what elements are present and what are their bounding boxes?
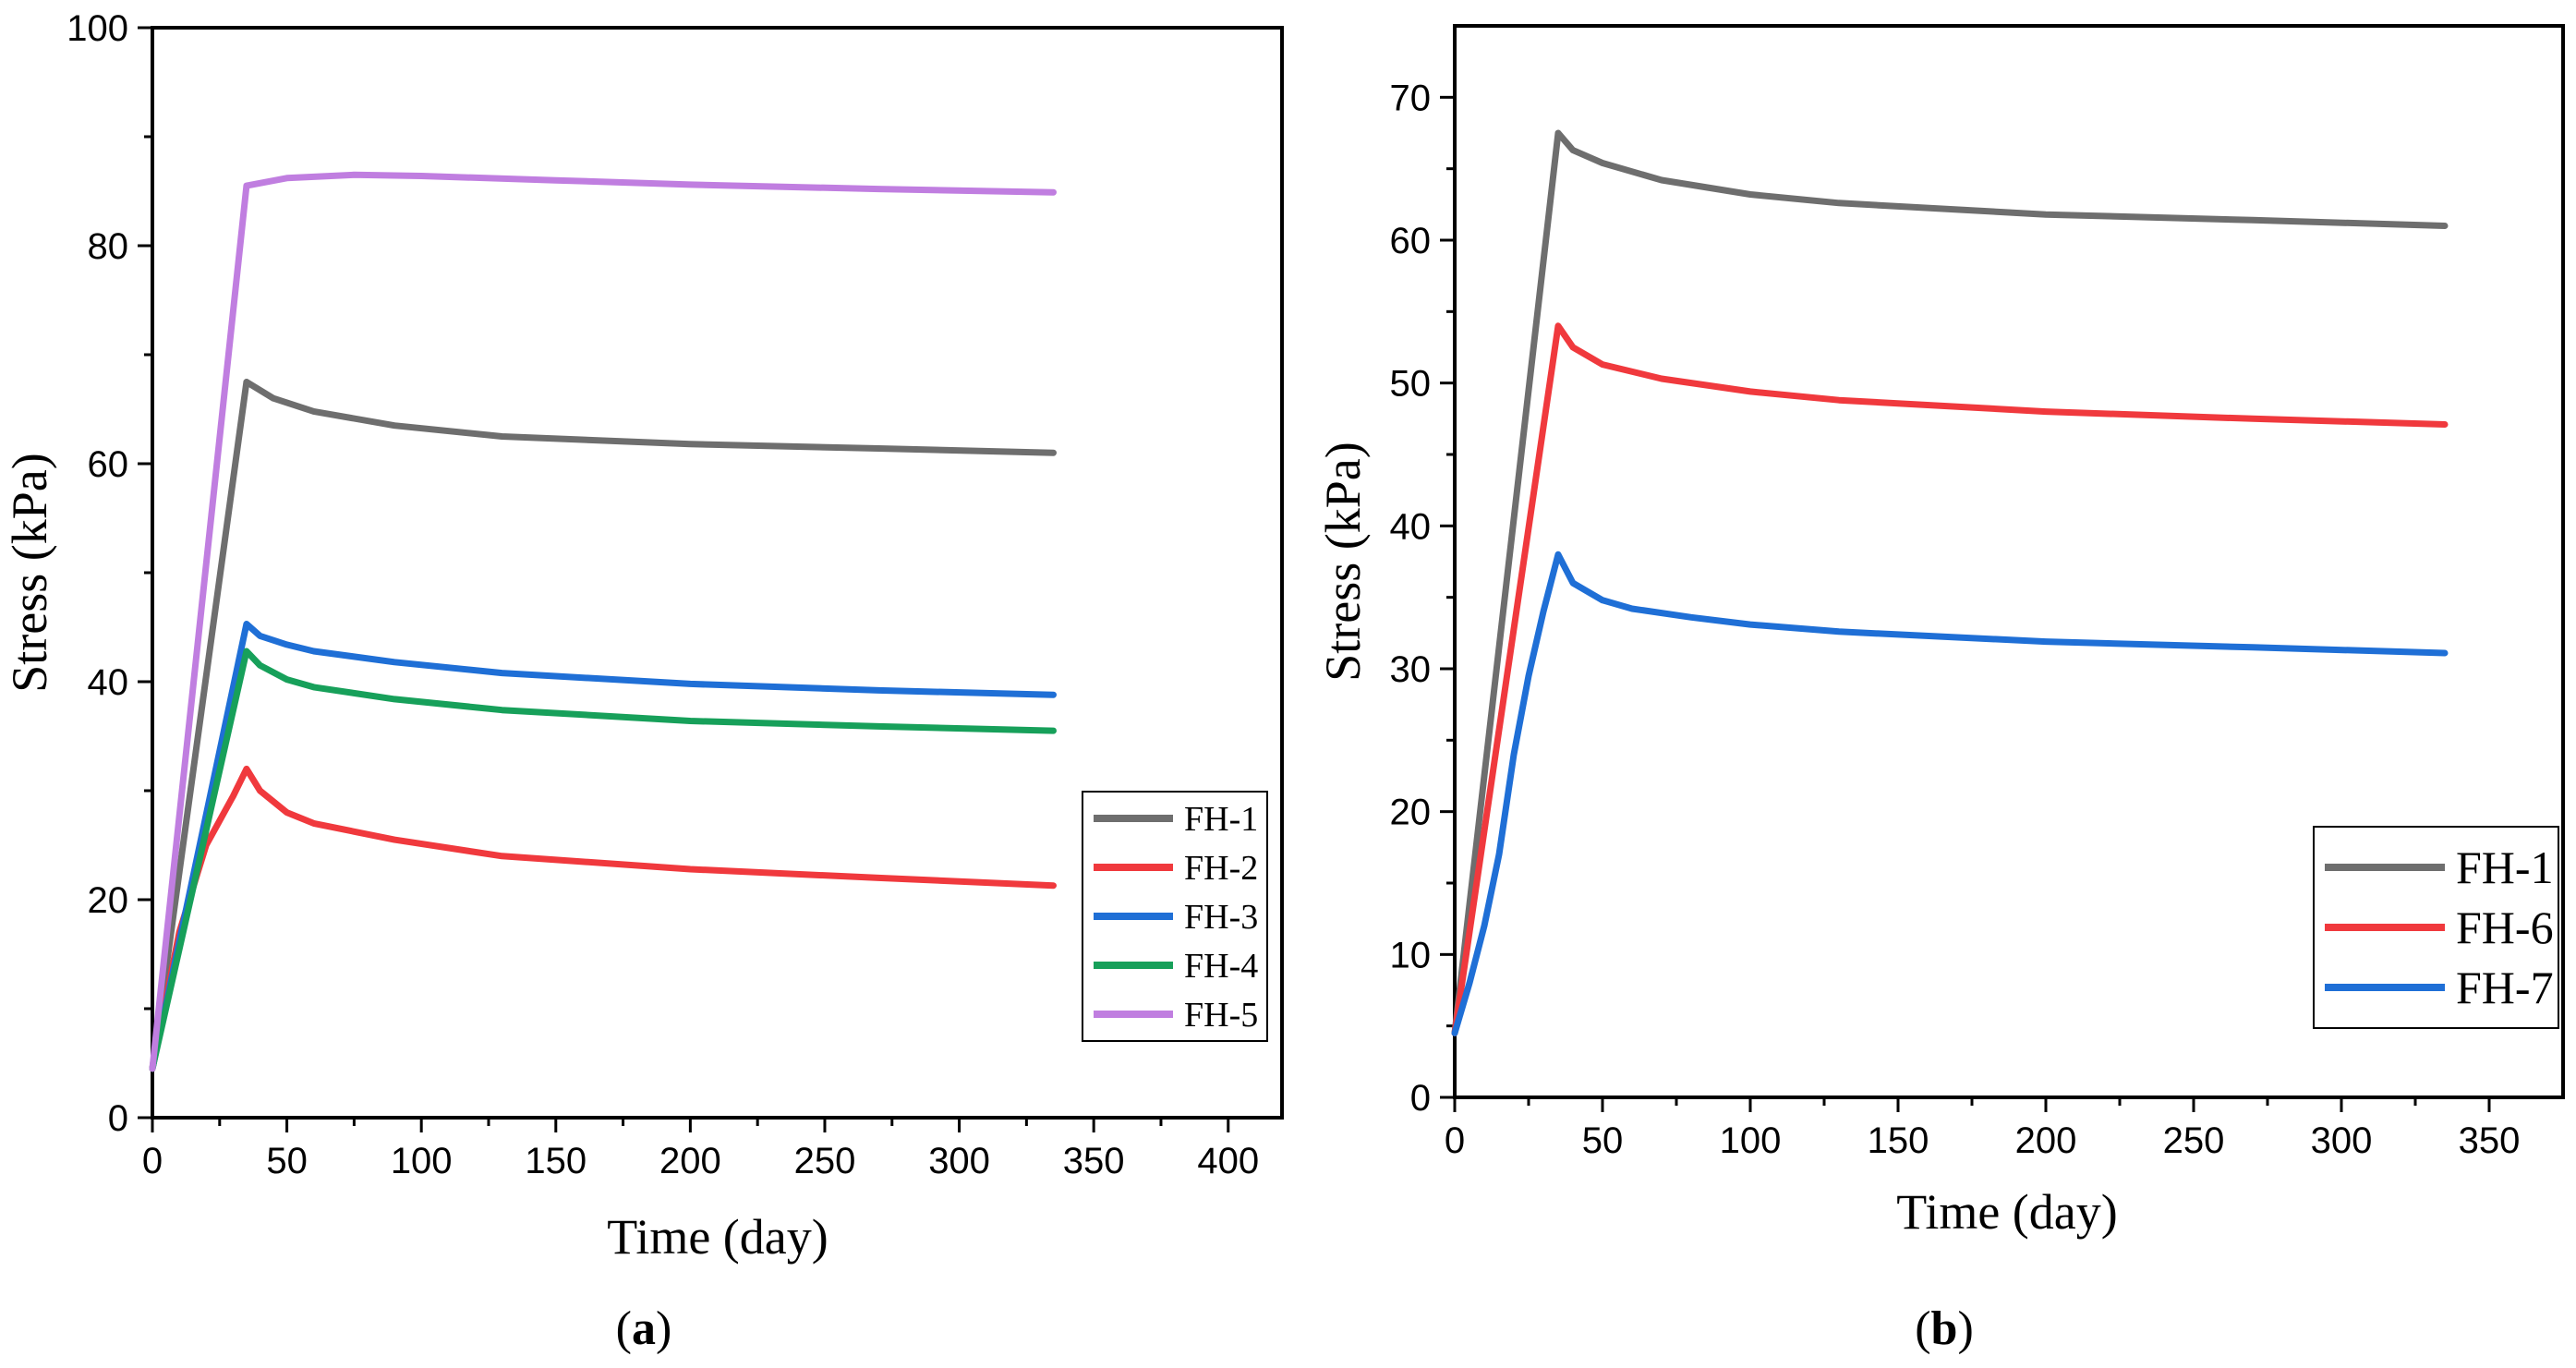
- chart-a-series-line-fh-5: [149, 171, 1057, 1072]
- chart-b-y-tick-label: 70: [1390, 78, 1432, 118]
- chart-b-legend-label-fh-1: FH-1: [2456, 841, 2554, 893]
- chart-b-series-line-fh-1: [1451, 129, 2449, 1036]
- chart-a-x-tick-label: 200: [659, 1141, 721, 1181]
- chart-b-y-tick-label: 0: [1410, 1078, 1431, 1119]
- chart-b-legend: FH-1 FH-6 FH-7: [2313, 826, 2559, 1029]
- chart-a-legend: FH-1 FH-2 FH-3 FH-4 FH-5: [1082, 791, 1268, 1042]
- chart-b-x-tick-label: 350: [2459, 1120, 2521, 1161]
- chart-a-y-tick-label: 100: [67, 8, 128, 49]
- chart-panel-b: 0 50 100 150 200 250 300 350 0 10 20 30 40 50 60 70 Time…: [1315, 24, 2565, 1355]
- chart-a-y-tick-label: 0: [108, 1098, 128, 1139]
- chart-b-y-tick-label: 50: [1390, 364, 1432, 405]
- chart-a-x-tick-label: 400: [1197, 1141, 1259, 1181]
- chart-b-x-tick-label: 250: [2163, 1120, 2225, 1161]
- chart-a-y-tick-label: 40: [88, 662, 129, 703]
- chart-a-y-axis-title: Stress (kPa): [2, 453, 57, 692]
- chart-a-legend-label-fh-4: FH-4: [1184, 947, 1258, 986]
- chart-a-x-axis-title: Time (day): [607, 1209, 828, 1265]
- chart-a-x-tick-label: 150: [525, 1141, 587, 1181]
- chart-b-x-tick-label: 0: [1445, 1120, 1465, 1161]
- chart-b-x-axis-title: Time (day): [1896, 1184, 2118, 1240]
- chart-b-y-tick-label: 10: [1390, 935, 1432, 975]
- chart-b-series-line-fh-7: [1451, 551, 2449, 1036]
- chart-b-legend-label-fh-7: FH-7: [2456, 962, 2554, 1013]
- chart-a-legend-label-fh-1: FH-1: [1184, 800, 1258, 839]
- chart-b-y-tick-label: 40: [1390, 506, 1432, 547]
- chart-b-legend-label-fh-6: FH-6: [2456, 902, 2554, 953]
- chart-a-legend-label-fh-3: FH-3: [1184, 898, 1258, 937]
- chart-a-x-tick-label: 250: [794, 1141, 856, 1181]
- chart-b-series-line-fh-6: [1451, 322, 2449, 1036]
- chart-a-y-tick-label: 60: [88, 444, 129, 485]
- chart-a-series-line-fh-3: [149, 621, 1057, 1072]
- chart-a-x-tick-label: 50: [266, 1141, 308, 1181]
- chart-a-legend-label-fh-2: FH-2: [1184, 849, 1258, 888]
- chart-a-series-line-fh-4: [149, 648, 1057, 1072]
- chart-b-x-tick-label: 100: [1720, 1120, 1782, 1161]
- chart-a-y-tick-label: 20: [88, 880, 129, 921]
- chart-b-plot-frame: [1453, 24, 2565, 1099]
- chart-b-y-axis-title: Stress (kPa): [1315, 442, 1371, 681]
- chart-a-x-tick-label: 350: [1063, 1141, 1125, 1181]
- chart-b-x-tick-label: 200: [2015, 1120, 2077, 1161]
- chart-a-y-tick-label: 80: [88, 226, 129, 267]
- chart-b-y-tick-label: 30: [1390, 649, 1432, 690]
- chart-b-y-tick-label: 20: [1390, 793, 1432, 833]
- chart-a-x-tick-label: 0: [142, 1141, 163, 1181]
- chart-a-series-line-fh-1: [149, 379, 1057, 1072]
- chart-a-panel-label: (a): [616, 1302, 672, 1355]
- chart-b-x-tick-label: 150: [1868, 1120, 1929, 1161]
- chart-panel-a: 0 50 100 150 200 250 300 350 400 0 20 40 60 80 100 Time…: [2, 8, 1284, 1355]
- chart-b-panel-label: (b): [1915, 1302, 1974, 1355]
- chart-b-x-tick-label: 50: [1582, 1120, 1624, 1161]
- chart-a-series-line-fh-2: [149, 765, 1057, 1072]
- chart-b-y-tick-label: 60: [1390, 221, 1432, 261]
- chart-a-x-tick-label: 300: [928, 1141, 990, 1181]
- chart-b-x-tick-label: 300: [2311, 1120, 2373, 1161]
- chart-a-legend-label-fh-5: FH-5: [1184, 996, 1258, 1035]
- chart-a-x-tick-label: 100: [391, 1141, 453, 1181]
